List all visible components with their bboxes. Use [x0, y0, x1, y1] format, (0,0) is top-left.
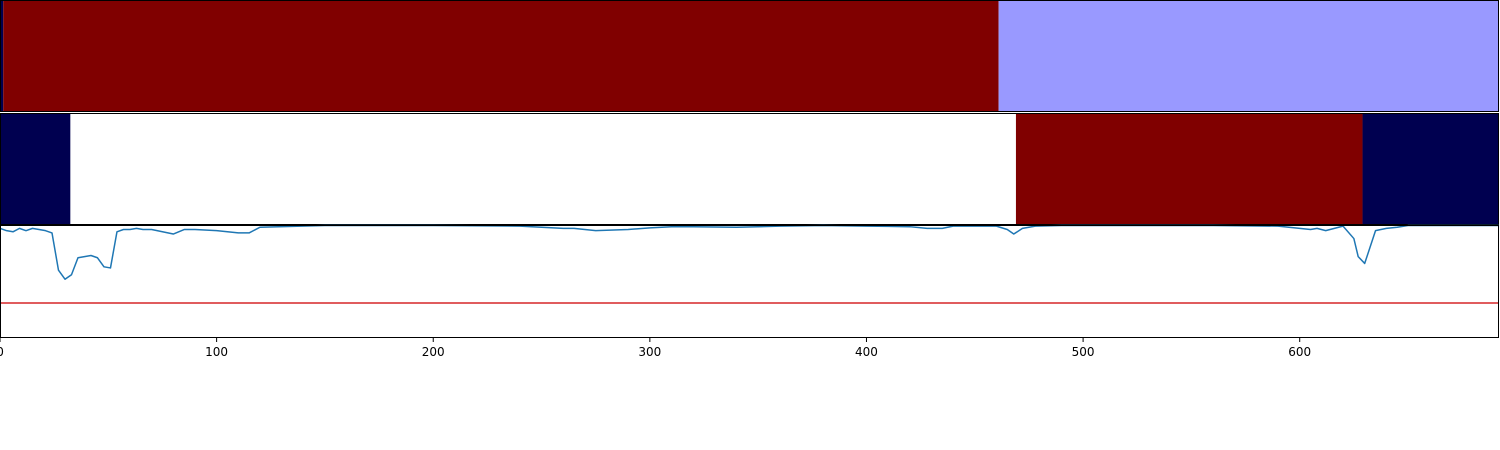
x-tick-label: 100	[205, 345, 228, 359]
top-strip-segment-1	[3, 0, 999, 112]
line-plot-frame	[0, 225, 1499, 338]
middle-strip-segment-1	[70, 113, 1016, 225]
middle-strip-segment-0	[0, 113, 71, 225]
x-tick-label: 200	[422, 345, 445, 359]
x-tick-label: 300	[638, 345, 661, 359]
series-line-0	[0, 224, 1499, 280]
middle-strip-segment-3	[1362, 113, 1499, 225]
middle-strip-frame	[0, 113, 1499, 225]
x-tick-label: 400	[855, 345, 878, 359]
top-strip-frame	[0, 0, 1499, 112]
middle-strip-segment-2	[1015, 113, 1363, 225]
x-tick-label: 600	[1288, 345, 1311, 359]
middle-strip-panel	[0, 113, 1499, 225]
x-axis: 0 100 200 300 400 500 600	[0, 338, 1311, 359]
top-strip-segment-0	[0, 0, 4, 112]
x-tick-label: 0	[0, 345, 4, 359]
top-strip-panel	[0, 0, 1499, 112]
x-tick-label: 500	[1072, 345, 1095, 359]
line-plot-panel	[0, 224, 1499, 338]
top-strip-segment-2	[998, 0, 1499, 112]
